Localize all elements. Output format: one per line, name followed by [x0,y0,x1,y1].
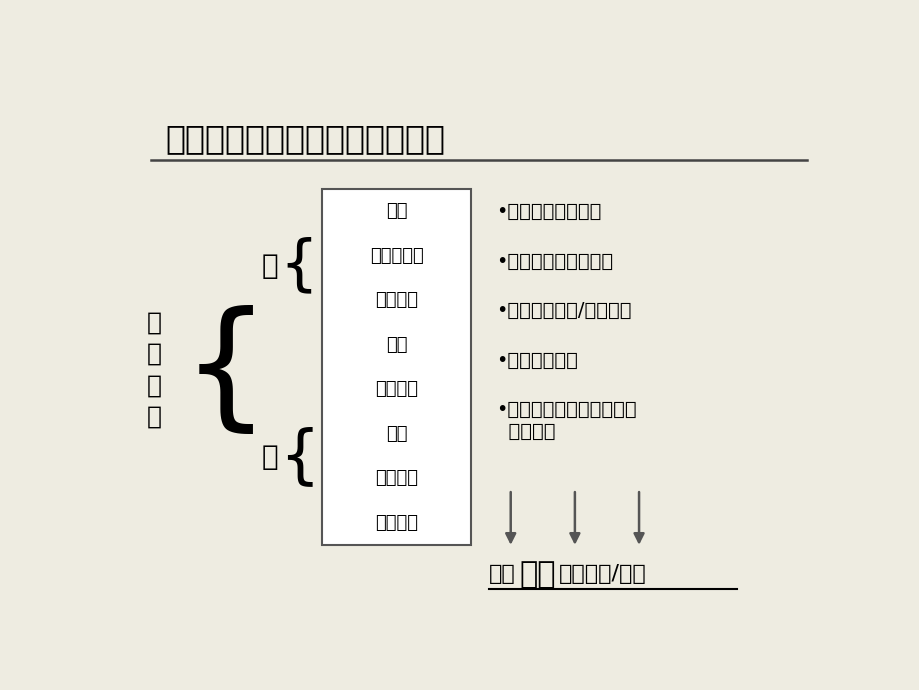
Text: 其他资产: 其他资产 [375,514,417,532]
Text: 投资: 投资 [385,425,407,443]
Text: •内部资产使用有偿: •内部资产使用有偿 [496,202,601,221]
Text: 财: 财 [262,252,278,280]
Text: 固定资产: 固定资产 [375,469,417,487]
FancyBboxPatch shape [322,189,471,545]
Text: 提高: 提高 [489,564,516,584]
Text: •加速资产周转: •加速资产周转 [496,351,578,370]
Text: 现金等价物: 现金等价物 [369,247,423,265]
Text: {: { [181,305,269,440]
Text: 大财务管理是对公司资产的管理: 大财务管理是对公司资产的管理 [165,123,445,156]
Text: 存货: 存货 [385,336,407,354]
Text: {: { [278,426,319,489]
Text: 公
司
资
产: 公 司 资 产 [146,310,162,429]
Text: 无形资产: 无形资产 [375,380,417,398]
Text: 应收帐款: 应收帐款 [375,291,417,309]
Text: 物: 物 [262,444,278,471]
Text: •优化资产数量和结构: •优化资产数量和结构 [496,252,613,270]
Text: 资产: 资产 [518,560,555,589]
Text: {: { [279,237,318,295]
Text: 现金: 现金 [385,202,407,220]
Text: 使用效率/效益: 使用效率/效益 [559,564,646,584]
Text: •降低资产无效/低效占用: •降低资产无效/低效占用 [496,301,631,320]
Text: •建立资产责任制度，杜绝
  无主资产: •建立资产责任制度，杜绝 无主资产 [496,400,636,441]
